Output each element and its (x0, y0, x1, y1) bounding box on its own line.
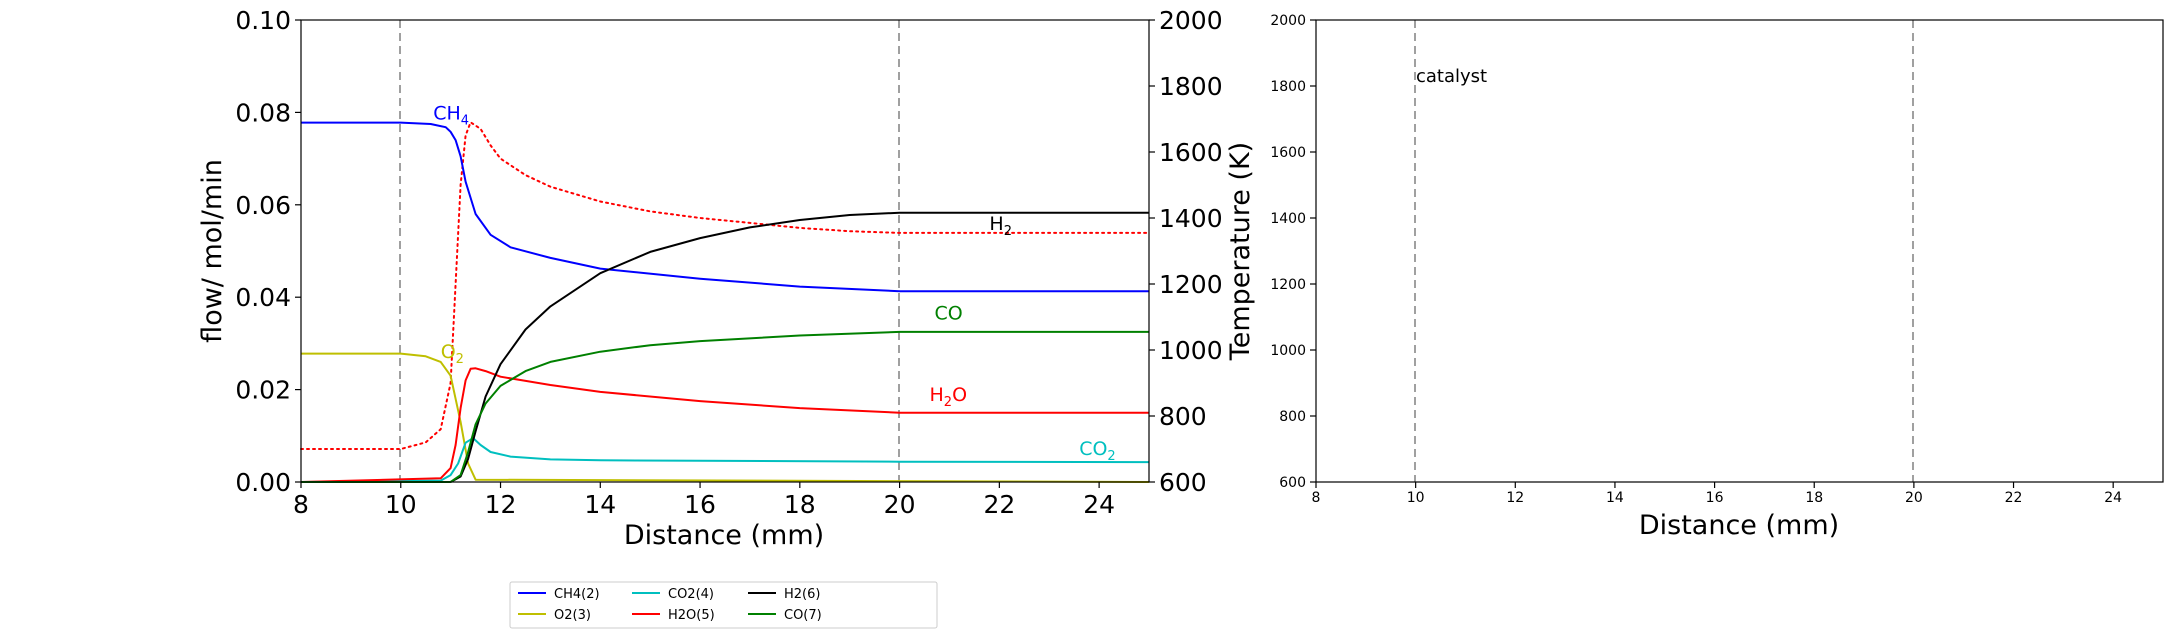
left-panel-x-tick-label: 24 (1083, 490, 1115, 519)
curve-label-h2-6: H2 (989, 213, 1012, 239)
left-panel-y2-tick-label: 1200 (1159, 270, 1223, 299)
legend-label-co2-4: CO2(4) (668, 587, 714, 602)
left-panel-y-tick-label: 0.04 (235, 283, 291, 312)
right-panel-x-ticks: 8 10 12 14 16 18 20 22 24 (1312, 482, 2122, 506)
left-panel-y2-tick-label: 600 (1159, 468, 1207, 497)
legend-label-ch4-2: CH4(2) (554, 587, 600, 602)
left-panel-y-tick-label: 0.10 (235, 6, 291, 35)
series-line-co2-4 (300, 437, 1150, 483)
right-panel-frame (1315, 19, 2164, 483)
left-panel-y-tick-label: 0.02 (235, 376, 291, 405)
left-panel-y2-tick-label: 1800 (1159, 72, 1223, 101)
left-panel-y-tick-label: 0.06 (235, 191, 291, 220)
right-panel-temperature: 8 10 12 14 16 18 20 22 24 600 800 1000 1200 1400 1600… (1270, 13, 2164, 541)
left-panel-y-tick-label: 0.00 (235, 468, 291, 497)
right-panel-y-tick-label: 1600 (1270, 145, 1306, 161)
left-panel-x-tick-label: 12 (485, 490, 517, 519)
right-panel-x-tick-label: 14 (1606, 490, 1624, 506)
curve-label-co2-4: CO2 (1079, 438, 1116, 464)
right-panel-y-ticks: 600 800 1000 1200 1400 1600 1800 2000 (1270, 13, 1316, 491)
left-panel-frame (300, 19, 1150, 483)
right-panel-x-tick-label: 20 (1905, 490, 1923, 506)
left-panel-x-tick-label: 16 (684, 490, 716, 519)
left-panel-y2-tick-label: 800 (1159, 402, 1207, 431)
right-panel-x-axis-label: Distance (mm) (1639, 510, 1839, 541)
legend: CH4(2) O2(3) CO2(4) H2O(5) H2(6) CO(7) (509, 581, 938, 629)
legend-label-h2o-5: H2O(5) (668, 608, 715, 623)
left-panel-y2-axis-label: Temperature (K) (1225, 142, 1256, 361)
legend-items: CH4(2) O2(3) CO2(4) H2O(5) H2(6) CO(7) (518, 587, 822, 623)
left-panel-series-group (300, 120, 1150, 483)
left-panel-y2-ticks: 600 800 1000 1200 1400 1600 1800 2000 (1149, 6, 1223, 497)
left-panel-y2-tick-label: 1400 (1159, 204, 1223, 233)
right-panel-x-tick-label: 22 (2005, 490, 2023, 506)
left-panel-y-tick-label: 0.08 (235, 98, 291, 127)
left-panel-y-axis-label: flow/ mol/min (197, 159, 228, 343)
right-panel-y-tick-label: 1200 (1270, 277, 1306, 293)
catalyst-annotation: catalyst (1416, 66, 1487, 87)
left-panel-y2-tick-label: 1600 (1159, 138, 1223, 167)
left-panel-x-tick-label: 14 (584, 490, 616, 519)
right-panel-y-tick-label: 1800 (1270, 79, 1306, 95)
legend-label-o2-3: O2(3) (554, 608, 591, 623)
legend-box (509, 581, 938, 629)
right-panel-x-tick-label: 8 (1312, 490, 1321, 506)
right-panel-y-tick-label: 600 (1279, 475, 1306, 491)
curve-label-co-7: CO (935, 302, 963, 324)
left-panel-y2-tick-label: 1000 (1159, 336, 1223, 365)
right-panel-y-tick-label: 1000 (1270, 343, 1306, 359)
curve-label-ch4-2: CH4 (433, 102, 469, 128)
curve-label-h2o-5: H2O (930, 384, 968, 410)
temperature-line (300, 120, 1150, 450)
right-panel-x-tick-label: 16 (1706, 490, 1724, 506)
left-panel-y2-tick-label: 2000 (1159, 6, 1223, 35)
series-line-h2o-5 (300, 367, 1149, 483)
legend-label-co-7: CO(7) (784, 608, 822, 623)
left-panel-x-tick-label: 20 (884, 490, 916, 519)
left-panel-x-ticks: 8 10 12 14 16 18 20 22 24 (293, 482, 1115, 519)
left-panel-x-tick-label: 10 (385, 490, 417, 519)
left-panel-x-tick-label: 18 (784, 490, 816, 519)
right-panel-y-tick-label: 800 (1279, 409, 1306, 425)
series-line-h2-6 (301, 211, 1149, 483)
left-panel-y-ticks: 0.00 0.02 0.04 0.06 0.08 0.10 (235, 6, 301, 497)
left-panel-x-tick-label: 22 (983, 490, 1015, 519)
legend-label-h2-6: H2(6) (784, 587, 820, 602)
series-line-o2-3 (301, 352, 1150, 483)
right-panel-y-tick-label: 1400 (1270, 211, 1306, 227)
right-panel-x-tick-label: 12 (1506, 490, 1524, 506)
right-panel-x-tick-label: 18 (1805, 490, 1823, 506)
right-panel-y-tick-label: 2000 (1270, 13, 1306, 29)
right-panel-x-tick-label: 10 (1407, 490, 1425, 506)
right-panel-x-tick-label: 24 (2104, 490, 2122, 506)
series-line-co-7 (301, 330, 1149, 483)
left-panel-x-axis-label: Distance (mm) (624, 520, 824, 551)
series-line-ch4-2 (301, 121, 1149, 293)
left-panel-x-tick-label: 8 (293, 490, 309, 519)
